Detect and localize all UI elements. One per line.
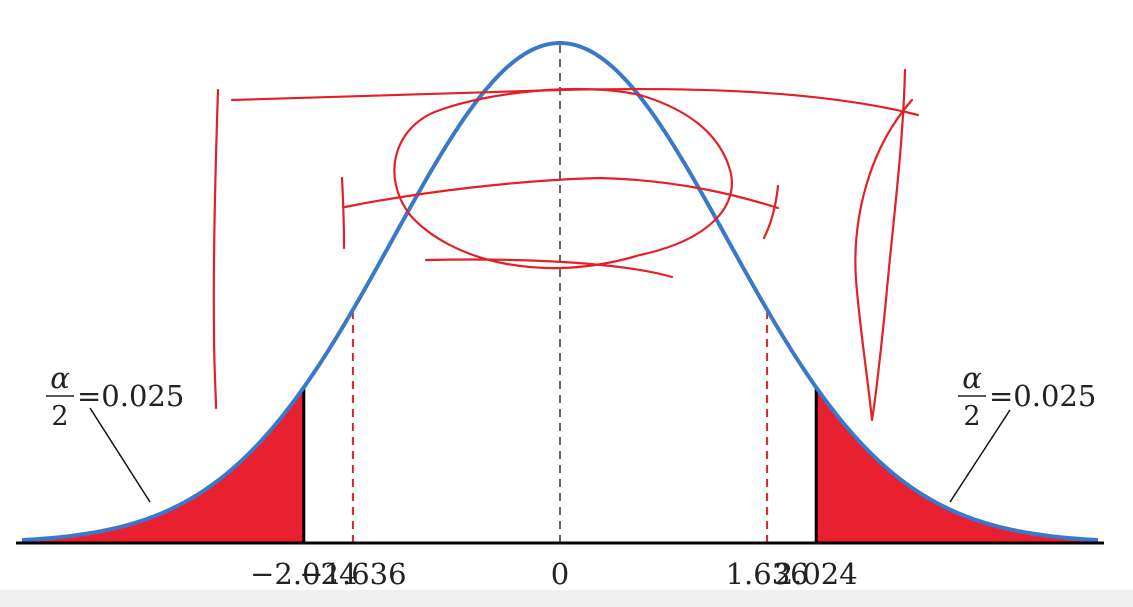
annotation-right-symbol: α	[962, 361, 982, 395]
scribble-top-bracket	[230, 87, 920, 117]
scribble-left-vertical	[212, 88, 220, 410]
handwritten-annotations	[212, 68, 920, 422]
annotation-right-leader	[949, 409, 1011, 503]
annotation-left: α 2 =0.025	[46, 361, 184, 503]
tick-label-pos-test: 1.636	[726, 557, 809, 591]
normal-curve	[21, 40, 1099, 543]
scribble-bottom-underline	[424, 258, 674, 279]
tick-label-zero: 0	[551, 557, 569, 591]
tick-label-pos-critical: 2.024	[775, 557, 858, 591]
tick-labels: −2.024 −1.636 0 1.636 2.024	[250, 557, 858, 591]
scribble-mid-bracket	[343, 176, 780, 210]
scribble-right-short-tick	[762, 184, 780, 240]
shaded-tails	[22, 387, 1098, 543]
annotation-left-denominator: 2	[51, 401, 68, 432]
annotation-right-value: =0.025	[989, 379, 1096, 413]
scribble-left-short-vertical	[340, 176, 346, 250]
bottom-strip	[0, 590, 1133, 607]
annotation-left-leader	[89, 407, 151, 503]
vertical-lines	[302, 43, 818, 543]
annotation-right: α 2 =0.025	[949, 361, 1096, 503]
scribble-right-loop	[854, 68, 914, 422]
tick-label-neg-critical: −2.024	[250, 557, 357, 591]
right-tail-area	[816, 387, 1098, 543]
left-tail-area	[22, 387, 304, 543]
scribble-center-oval	[393, 88, 733, 270]
tick-label-neg-test: −1.636	[299, 557, 406, 591]
annotation-left-symbol: α	[50, 361, 70, 395]
annotation-right-denominator: 2	[963, 401, 980, 432]
annotation-left-value: =0.025	[77, 379, 184, 413]
